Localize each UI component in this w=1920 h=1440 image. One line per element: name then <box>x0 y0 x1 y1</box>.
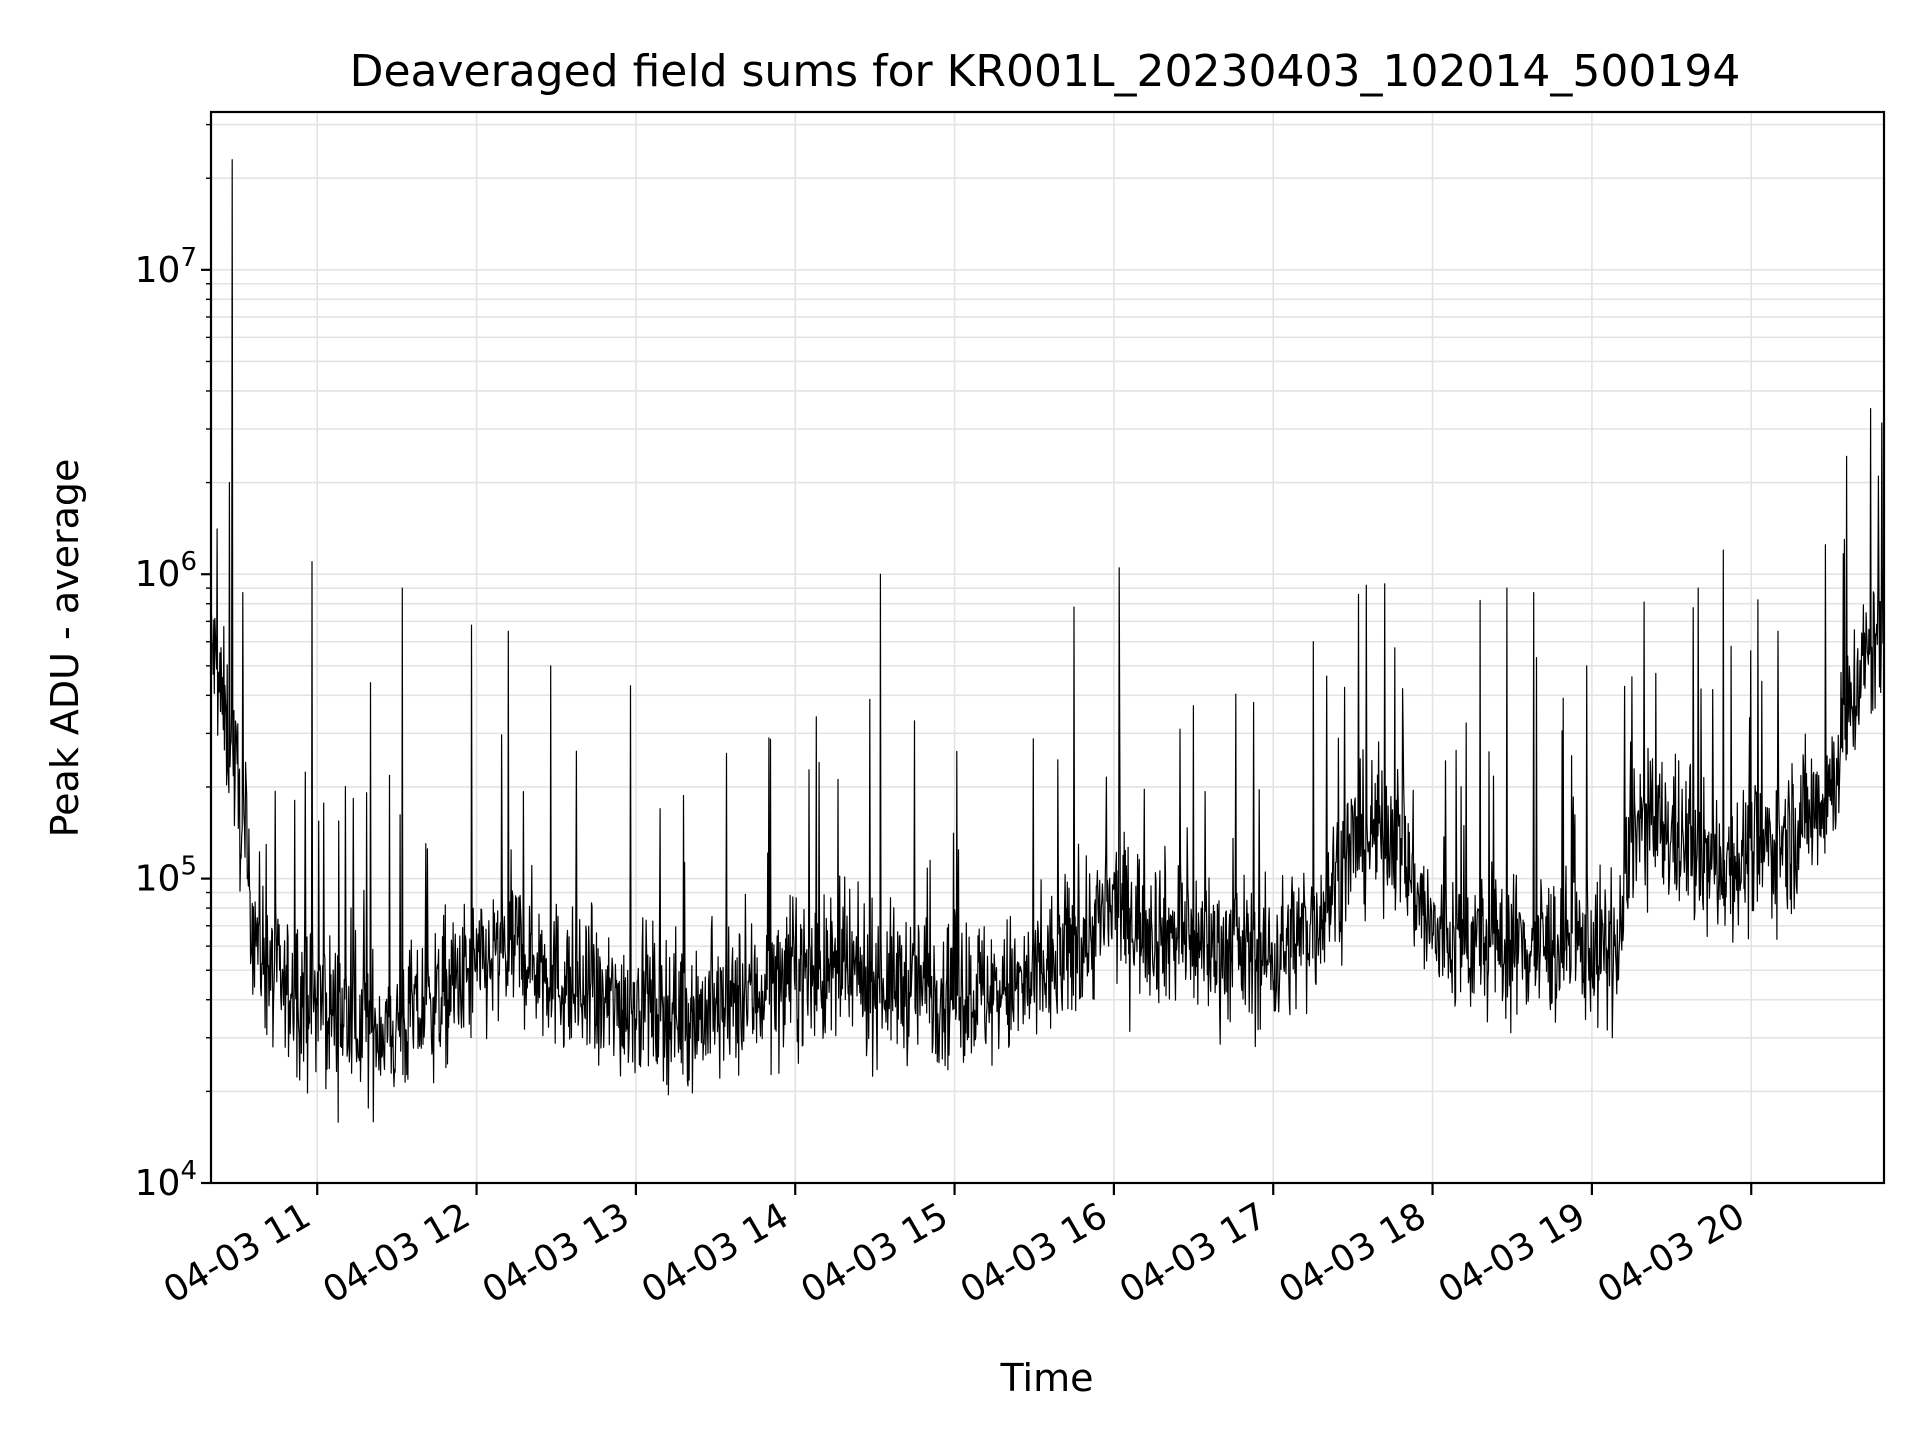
x-axis-label: Time <box>1000 1356 1094 1400</box>
x-tick-label: 04-03 13 <box>476 1195 637 1311</box>
x-tick-label: 04-03 12 <box>316 1195 477 1311</box>
x-tick-label: 04-03 18 <box>1272 1195 1433 1311</box>
y-tick-label: 106 <box>135 547 197 595</box>
x-tick-label: 04-03 15 <box>794 1195 955 1311</box>
x-tick-label: 04-03 16 <box>954 1195 1115 1311</box>
chart-title: Deaveraged field sums for KR001L_2023040… <box>350 46 1741 97</box>
x-tick-label: 04-03 14 <box>635 1195 796 1311</box>
x-tick-label: 04-03 19 <box>1432 1195 1593 1311</box>
y-tick-label: 104 <box>135 1156 197 1204</box>
data-series <box>210 159 1885 1123</box>
series-line <box>210 159 1885 1123</box>
plot-frame <box>209 110 1886 1185</box>
y-axis-label: Peak ADU - average <box>43 459 87 838</box>
x-tick-label: 04-03 11 <box>157 1195 318 1311</box>
x-tick-label: 04-03 17 <box>1113 1195 1274 1311</box>
x-tick-label: 04-03 20 <box>1591 1195 1752 1311</box>
y-tick-label: 107 <box>135 243 197 291</box>
y-tick-label: 105 <box>135 852 197 900</box>
